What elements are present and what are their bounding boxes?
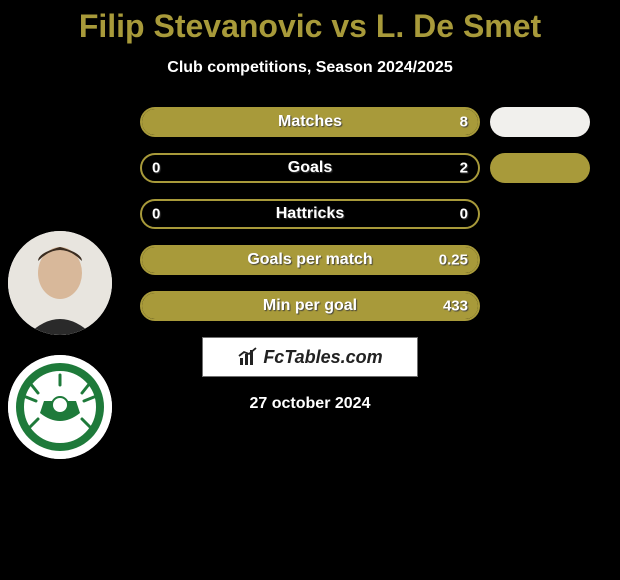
stat-bar-track: Goals per match0.25: [140, 245, 480, 275]
stat-label: Hattricks: [142, 205, 478, 223]
subtitle: Club competitions, Season 2024/2025: [0, 59, 620, 77]
stat-bar-track: Goals0 2: [140, 153, 480, 183]
stat-value-left: 0: [152, 206, 160, 223]
comparison-card: Filip Stevanovic vs L. De Smet Club comp…: [0, 0, 620, 413]
stat-value-right: 2: [460, 160, 468, 177]
stat-bar-fill-right: [142, 109, 478, 135]
stat-row: Goals0 2: [0, 153, 620, 183]
club-crest-icon: [8, 355, 112, 459]
page-title: Filip Stevanovic vs L. De Smet: [0, 8, 620, 45]
stat-row: Min per goal433: [0, 291, 620, 321]
stat-bar-track: Matches8: [140, 107, 480, 137]
fctables-chart-icon: [237, 346, 259, 368]
player2-avatar: [8, 355, 112, 459]
stat-row: Hattricks0 0: [0, 199, 620, 229]
footer-brand-text: FcTables.com: [263, 347, 382, 368]
stat-value-left: 0: [152, 160, 160, 177]
stat-bar-track: Hattricks0 0: [140, 199, 480, 229]
stat-value-right: 0: [460, 206, 468, 223]
stat-row: Matches8: [0, 107, 620, 137]
stat-bar-fill-right: [142, 293, 478, 319]
stat-bar-fill-right: [142, 247, 478, 273]
stat-pill: [490, 153, 590, 183]
stat-row: Goals per match0.25: [0, 245, 620, 275]
stat-bar-track: Min per goal433: [140, 291, 480, 321]
stats-area: Matches8Goals02Hattricks00Goals per matc…: [0, 107, 620, 321]
stat-pill: [490, 107, 590, 137]
footer-brand-badge: FcTables.com: [202, 337, 418, 377]
stat-label: Goals: [142, 159, 478, 177]
